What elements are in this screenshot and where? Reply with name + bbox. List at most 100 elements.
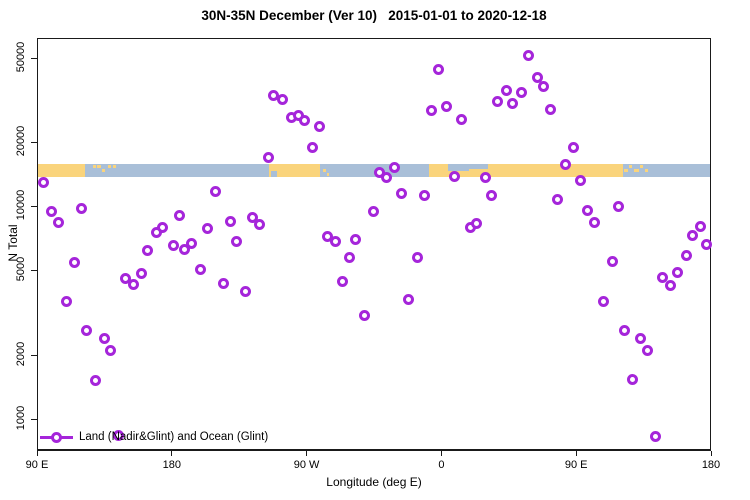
legend-point-marker-icon xyxy=(51,431,62,443)
data-point xyxy=(388,161,400,173)
data-point xyxy=(224,216,236,228)
data-point xyxy=(151,227,163,239)
land-detail xyxy=(624,169,629,172)
y-tick-label: 20000 xyxy=(15,125,27,157)
x-tick-label: 90 E xyxy=(25,459,49,471)
data-point xyxy=(119,273,131,285)
data-point xyxy=(433,64,445,76)
data-point xyxy=(618,324,630,336)
y-tick-label: 1000 xyxy=(15,405,27,431)
plot-area: Land (Nadir&Glint) and Ocean (Glint) xyxy=(37,38,712,451)
data-point xyxy=(531,72,543,84)
x-tick-mark xyxy=(440,451,442,456)
data-point xyxy=(657,271,669,283)
data-point xyxy=(492,96,504,108)
legend: Land (Nadir&Glint) and Ocean (Glint) xyxy=(40,429,268,445)
data-point xyxy=(104,344,116,356)
y-tick-mark xyxy=(31,57,37,59)
land-detail xyxy=(92,165,96,168)
data-point xyxy=(195,263,207,275)
land-segment xyxy=(38,164,86,177)
data-point xyxy=(664,279,676,291)
land-detail xyxy=(634,169,639,172)
x-tick-mark xyxy=(36,451,38,456)
data-point xyxy=(523,50,535,62)
data-point xyxy=(471,217,483,229)
land-detail xyxy=(97,165,101,168)
land-detail xyxy=(112,165,116,168)
data-point xyxy=(641,344,653,356)
data-point xyxy=(396,188,408,200)
x-tick-mark xyxy=(575,451,577,456)
y-tick-mark xyxy=(31,142,37,144)
data-point xyxy=(485,190,497,202)
data-point xyxy=(574,175,586,187)
data-point xyxy=(60,296,72,308)
data-point xyxy=(597,296,609,308)
data-point xyxy=(448,171,460,183)
data-point xyxy=(53,217,65,229)
data-point xyxy=(552,194,564,206)
data-point xyxy=(135,268,147,280)
x-tick-label: 90 W xyxy=(293,459,320,471)
ocean-segment xyxy=(85,164,269,177)
data-point xyxy=(329,235,341,247)
data-point xyxy=(202,223,214,235)
y-tick-mark xyxy=(31,206,37,208)
data-point xyxy=(381,171,393,183)
data-point xyxy=(700,239,712,251)
data-point xyxy=(240,285,252,297)
data-point xyxy=(217,277,229,289)
land-detail xyxy=(628,165,632,168)
land-detail xyxy=(327,173,330,176)
y-tick-label: 50000 xyxy=(15,41,27,72)
data-point xyxy=(359,310,371,322)
data-point xyxy=(299,114,311,126)
data-point xyxy=(507,97,519,109)
data-point xyxy=(694,221,706,233)
data-point xyxy=(343,252,355,264)
data-point xyxy=(167,240,179,252)
data-point xyxy=(246,212,258,224)
x-tick-label: 180 xyxy=(701,459,721,471)
y-tick-mark xyxy=(31,354,37,356)
data-point xyxy=(277,93,289,105)
data-point xyxy=(588,216,600,228)
data-point xyxy=(306,142,318,154)
data-point xyxy=(173,210,185,222)
data-point xyxy=(128,278,140,290)
data-point xyxy=(230,235,242,247)
legend-label: Land (Nadir&Glint) and Ocean (Glint) xyxy=(79,431,269,443)
land-detail xyxy=(107,165,112,168)
data-point xyxy=(156,221,168,233)
land-detail xyxy=(102,169,106,172)
ocean-segment xyxy=(623,164,710,177)
data-point xyxy=(254,218,266,230)
data-point xyxy=(479,172,491,184)
data-point xyxy=(515,87,527,99)
chart-title: 30N-35N December (Ver 10) 2015-01-01 to … xyxy=(201,8,547,23)
data-point xyxy=(90,374,102,386)
data-point xyxy=(81,324,93,336)
x-tick-mark xyxy=(171,451,173,456)
data-point xyxy=(336,275,348,287)
data-point xyxy=(500,84,512,96)
x-tick-label: 0 xyxy=(438,459,445,471)
data-point xyxy=(568,142,580,154)
data-point xyxy=(314,121,326,133)
data-point xyxy=(538,80,550,92)
land-detail xyxy=(644,169,648,172)
data-point xyxy=(650,430,662,442)
data-point xyxy=(142,245,154,257)
data-point xyxy=(455,113,467,125)
data-point xyxy=(412,252,424,264)
x-tick-mark xyxy=(710,451,712,456)
land-detail xyxy=(323,169,326,172)
y-tick-label: 5000 xyxy=(15,256,27,282)
data-point xyxy=(186,237,198,249)
legend-line-marker xyxy=(40,431,73,443)
data-point xyxy=(262,151,274,163)
x-tick-label: 180 xyxy=(162,459,181,471)
ocean-detail xyxy=(270,171,277,177)
